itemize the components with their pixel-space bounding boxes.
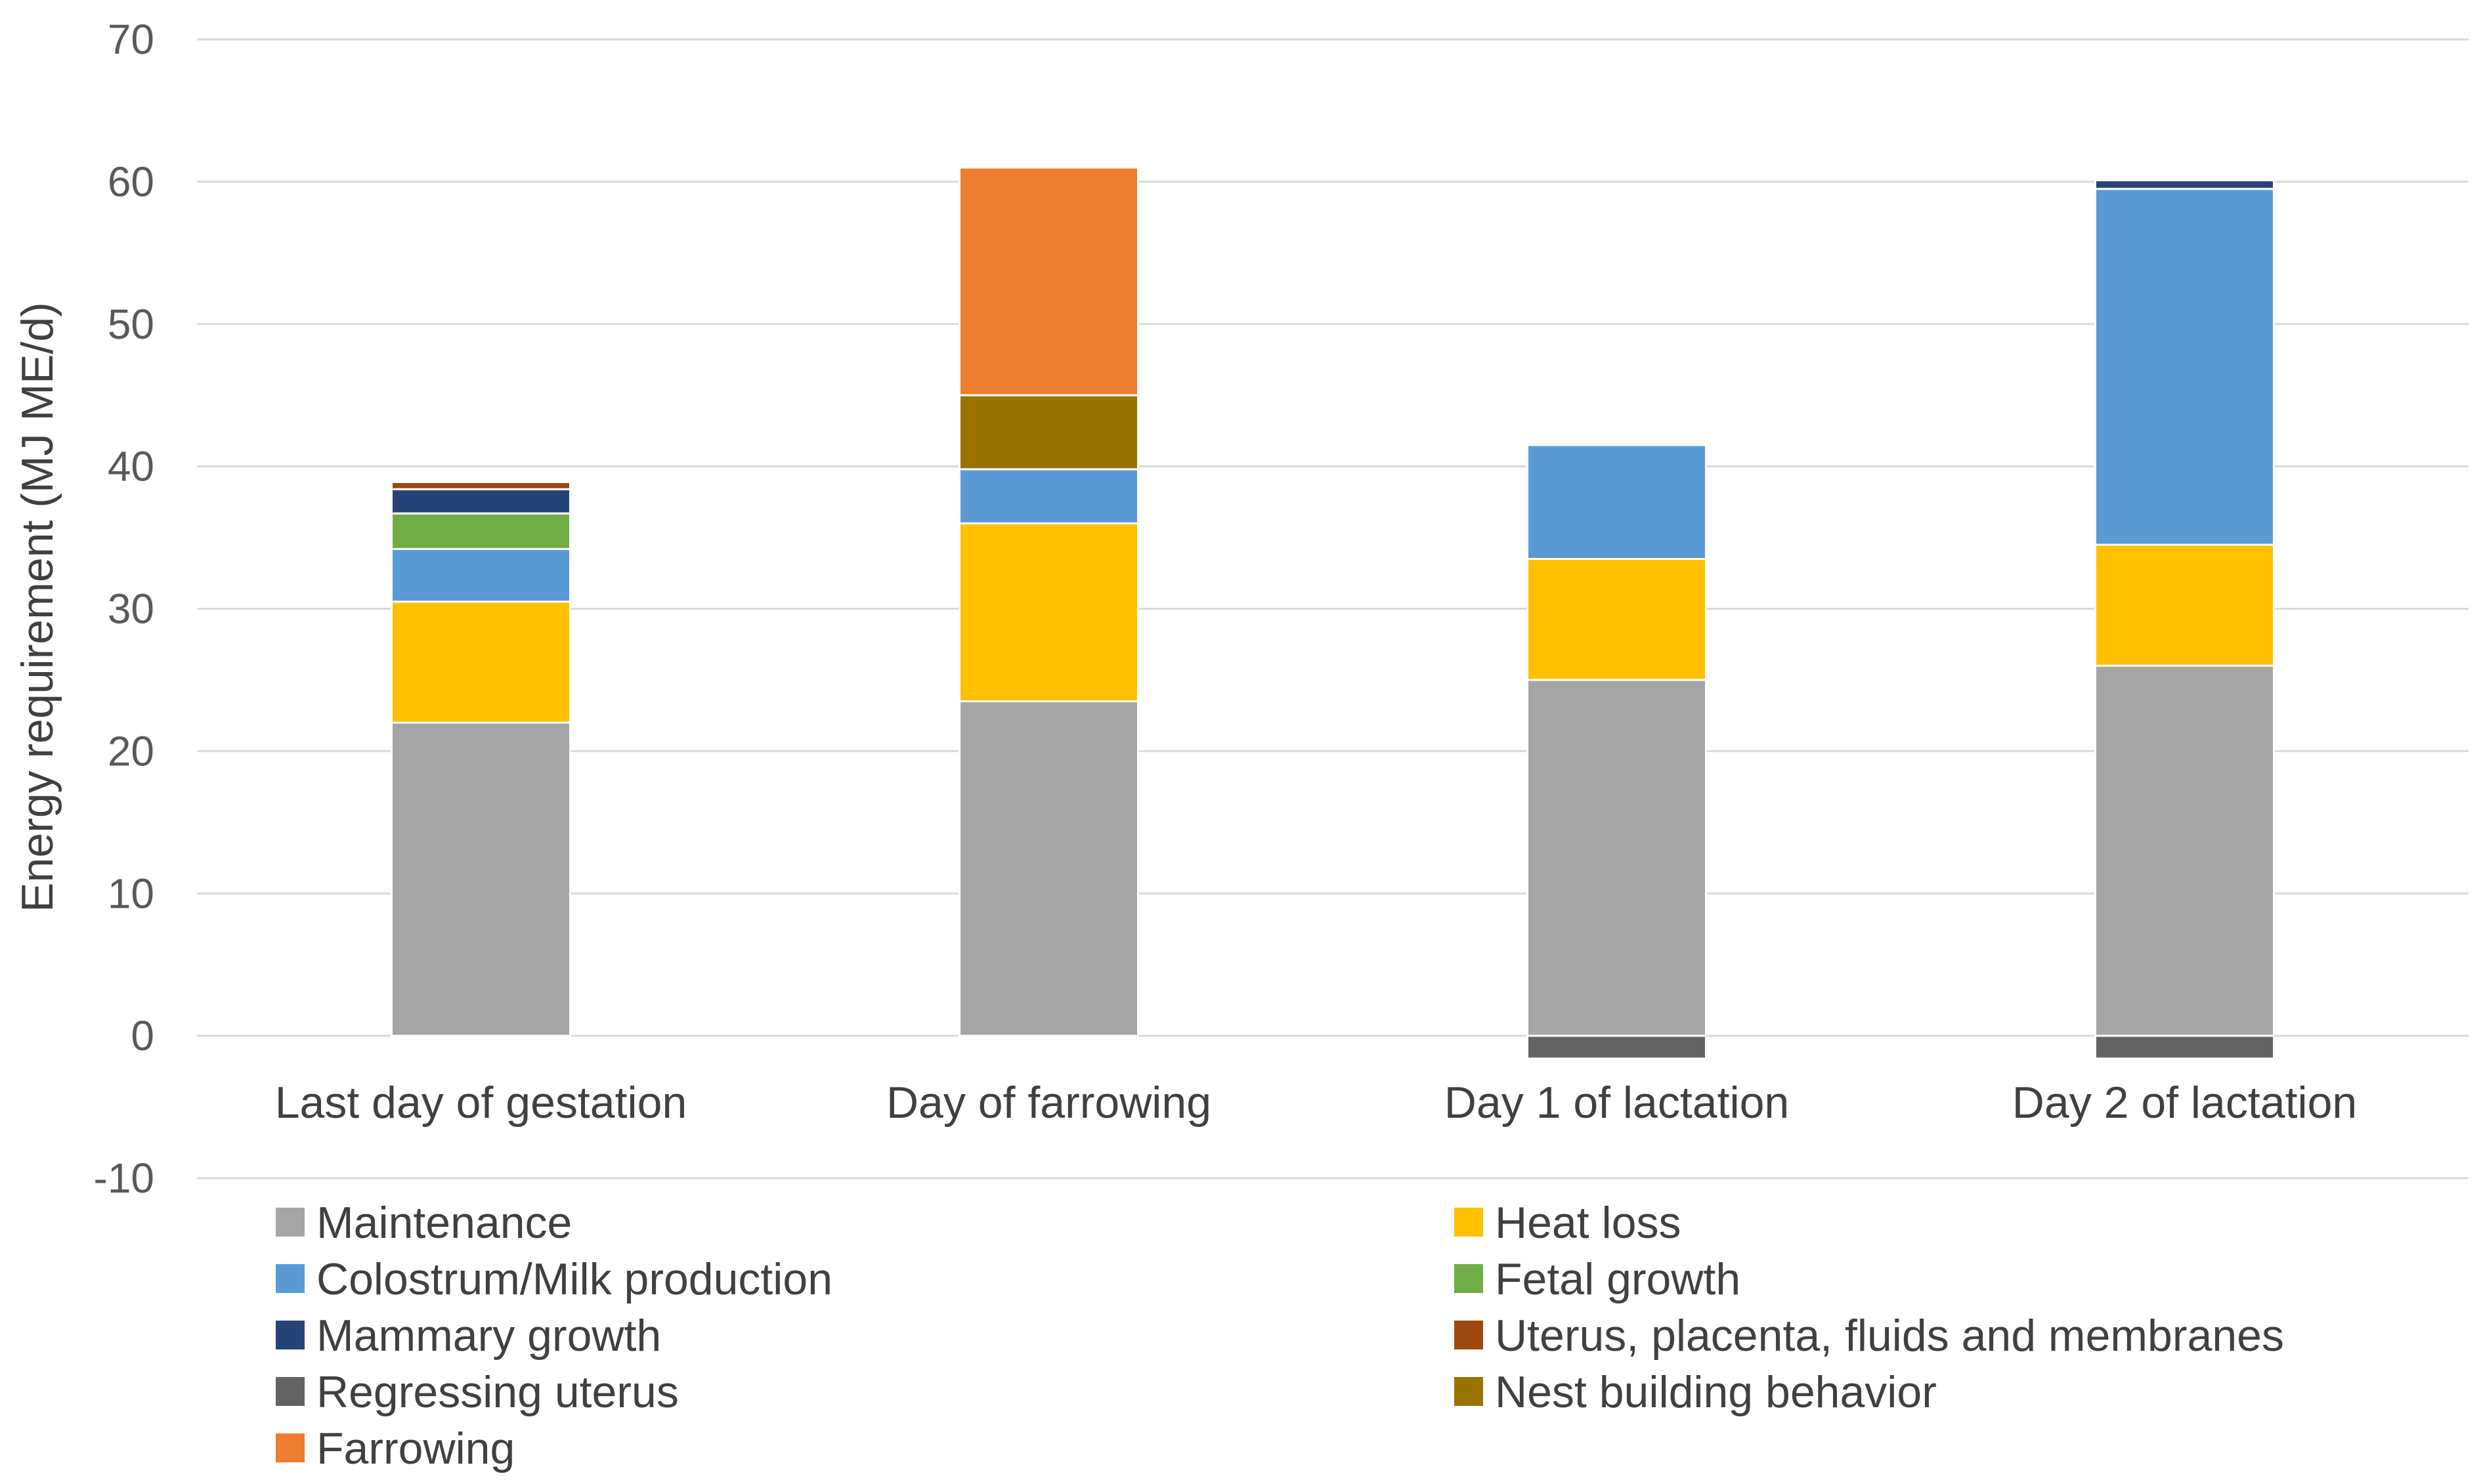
y-tick-label: 10 (108, 870, 154, 917)
bar-segment (959, 166, 1139, 396)
legend-label: Farrowing (316, 1424, 515, 1473)
bar-segment (391, 547, 571, 603)
bar-segment (2094, 1034, 2275, 1060)
bar-segment (391, 601, 571, 724)
y-tick-label: -10 (94, 1155, 155, 1202)
x-category-label: Last day of gestation (275, 1078, 687, 1128)
gridlines (197, 38, 2469, 1179)
x-category-label: Day 1 of lactation (1444, 1078, 1789, 1128)
y-tick-label: 50 (108, 301, 154, 348)
legend-label: Colostrum/Milk production (316, 1254, 832, 1304)
bar-segment (391, 480, 571, 490)
legend: Maintenance Heat loss Colostrum/Milk produ… (276, 1198, 2284, 1473)
legend-swatch (276, 1433, 305, 1462)
bar-segment (959, 468, 1139, 524)
bar-segment (2094, 543, 2275, 667)
y-tick-label: 0 (131, 1012, 154, 1059)
y-tick-label: 60 (108, 158, 154, 205)
legend-swatch (276, 1377, 305, 1406)
bar-segment (2094, 664, 2275, 1037)
bars (391, 166, 2275, 1060)
bar-segment (2094, 179, 2275, 190)
x-category-label: Day of farrowing (886, 1078, 1211, 1128)
y-tick-label: 40 (108, 443, 154, 490)
bar-segment (959, 394, 1139, 471)
legend-swatch (276, 1264, 305, 1293)
bar-segment (1526, 1034, 1707, 1060)
x-category-label: Day 2 of lactation (2012, 1078, 2357, 1128)
bar-segment (391, 488, 571, 515)
legend-label: Uterus, placenta, fluids and membranes (1495, 1311, 2284, 1361)
y-tick-label: 70 (108, 16, 154, 63)
legend-label: Heat loss (1495, 1198, 1681, 1248)
legend-swatch (1454, 1377, 1483, 1406)
bar-segment (1526, 444, 1707, 561)
bar-segment (2094, 188, 2275, 546)
legend-swatch (1454, 1321, 1483, 1349)
bar-segment (959, 522, 1139, 702)
legend-swatch (276, 1208, 305, 1237)
bar-segment (391, 721, 571, 1037)
y-tick-label: 20 (108, 727, 154, 774)
legend-label: Fetal growth (1495, 1254, 1740, 1304)
legend-label: Mammary growth (316, 1311, 661, 1361)
bar-segment (391, 512, 571, 550)
legend-label: Maintenance (316, 1198, 572, 1248)
y-tick-label: 30 (108, 585, 154, 633)
legend-label: Nest building behavior (1495, 1367, 1937, 1417)
bar-segment (1526, 679, 1707, 1037)
y-axis-ticks: -10 0 10 20 30 40 50 60 70 (94, 16, 155, 1202)
bar-segment (959, 700, 1139, 1037)
y-axis-title: Energy requirement (MJ ME/d) (12, 302, 62, 912)
bar-segment (1526, 558, 1707, 681)
legend-swatch (276, 1321, 305, 1349)
legend-label: Regressing uterus (316, 1367, 679, 1417)
legend-swatch (1454, 1264, 1483, 1293)
x-axis-categories: Last day of gestation Day of farrowing Day… (275, 1078, 2357, 1128)
legend-swatch (1454, 1208, 1483, 1237)
